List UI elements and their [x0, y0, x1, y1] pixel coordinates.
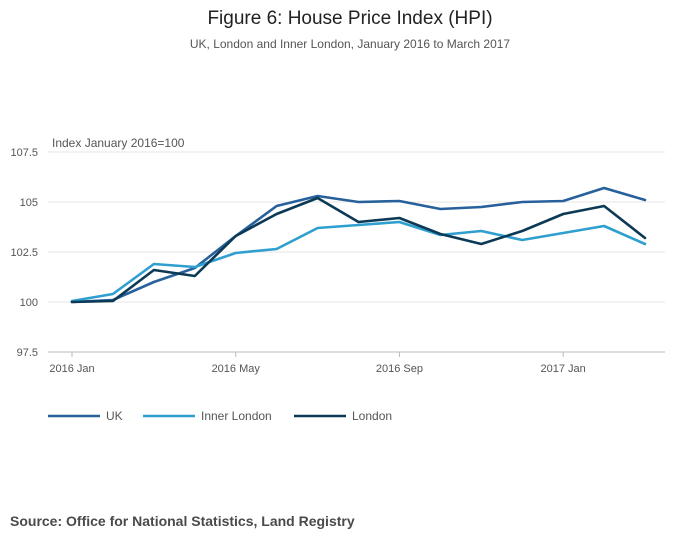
series-line-london	[70, 196, 647, 304]
chart-subtitle: UK, London and Inner London, January 201…	[190, 37, 511, 51]
legend-label-uk: UK	[106, 409, 123, 423]
x-tick-label: 2017 Jan	[541, 363, 586, 375]
y-axis-label: Index January 2016=100	[52, 136, 185, 150]
y-tick-label: 102.5	[10, 247, 38, 259]
y-tick-label: 100	[20, 297, 38, 309]
x-tick-label: 2016 May	[212, 363, 261, 375]
series-line-uk	[70, 186, 647, 304]
x-tick-label: 2016 Jan	[49, 363, 94, 375]
legend: UK Inner London London	[48, 409, 392, 423]
legend-label-inner-london: Inner London	[201, 409, 272, 423]
series-line-inner-london	[70, 220, 647, 303]
x-axis-ticks: 2016 Jan 2016 May 2016 Sep 2017 Jan	[49, 352, 586, 375]
chart-title: Figure 6: House Price Index (HPI)	[207, 8, 492, 29]
grid	[48, 151, 665, 353]
legend-label-london: London	[352, 409, 392, 423]
y-axis-ticks: 97.5 100 102.5 105 107.5	[10, 147, 38, 359]
source-note: Source: Office for National Statistics, …	[10, 513, 355, 529]
y-tick-label: 107.5	[10, 147, 38, 159]
x-tick-label: 2016 Sep	[376, 363, 423, 375]
series-lines	[70, 186, 647, 304]
y-tick-label: 105	[20, 197, 38, 209]
y-tick-label: 97.5	[17, 347, 38, 359]
